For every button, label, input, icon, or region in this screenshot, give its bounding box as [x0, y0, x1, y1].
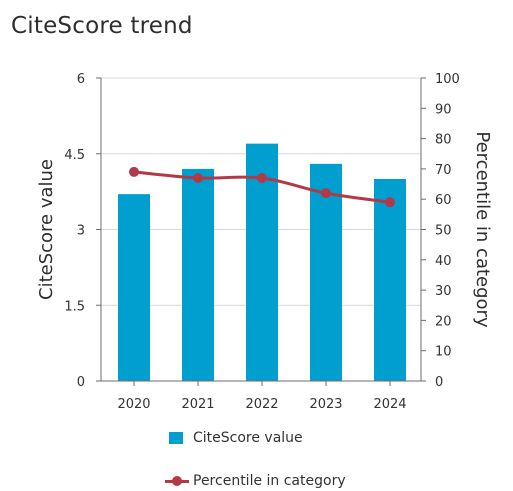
left-tick-label: 6	[77, 72, 85, 87]
right-tick-label: 70	[435, 163, 452, 178]
chart-title: CiteScore trend	[11, 13, 193, 39]
x-tick-label: 2023	[309, 397, 342, 412]
right-tick-label: 0	[435, 375, 443, 390]
y-axis-right-label: Percentile in category	[472, 131, 493, 328]
percentile-point-2020	[129, 166, 139, 177]
right-tick-label: 100	[435, 72, 460, 87]
left-tick-label: 4.5	[64, 148, 85, 163]
right-tick-label: 90	[435, 102, 452, 117]
right-tick-label: 60	[435, 193, 452, 208]
left-tick-label: 1.5	[64, 299, 85, 314]
percentile-point-2024	[385, 197, 395, 208]
legend-label-citescore: CiteScore value	[193, 430, 303, 446]
legend-bar-swatch	[169, 432, 183, 444]
percentile-point-2021	[193, 172, 203, 183]
left-tick-label: 3	[77, 224, 85, 239]
bar-2024	[374, 179, 406, 381]
left-tick-label: 0	[77, 375, 85, 390]
right-tick-label: 10	[435, 345, 452, 360]
axis-labels: CiteScore value Percentile in category	[36, 131, 493, 328]
legend-item-percentile: Percentile in category	[165, 473, 346, 489]
legend-item-citescore: CiteScore value	[169, 430, 303, 446]
x-tick-label: 2022	[245, 397, 278, 412]
right-tick-label: 40	[435, 254, 452, 269]
right-tick-label: 20	[435, 314, 452, 329]
line-series	[129, 166, 395, 208]
legend-line-swatch	[165, 475, 189, 487]
right-tick-label: 30	[435, 284, 452, 299]
legend-label-percentile: Percentile in category	[193, 473, 346, 489]
bar-2023	[310, 163, 342, 381]
bar-2022	[246, 143, 278, 381]
percentile-point-2023	[321, 188, 331, 199]
right-tick-label: 80	[435, 133, 452, 148]
right-tick-label: 50	[435, 224, 452, 239]
bar-2021	[182, 168, 214, 381]
y-axis-left-label: CiteScore value	[36, 159, 57, 300]
x-tick-label: 2024	[373, 397, 406, 412]
bar-series	[118, 143, 406, 381]
bar-2020	[118, 194, 150, 381]
x-tick-label: 2021	[181, 397, 214, 412]
percentile-point-2022	[257, 172, 267, 183]
x-tick-label: 2020	[117, 397, 150, 412]
